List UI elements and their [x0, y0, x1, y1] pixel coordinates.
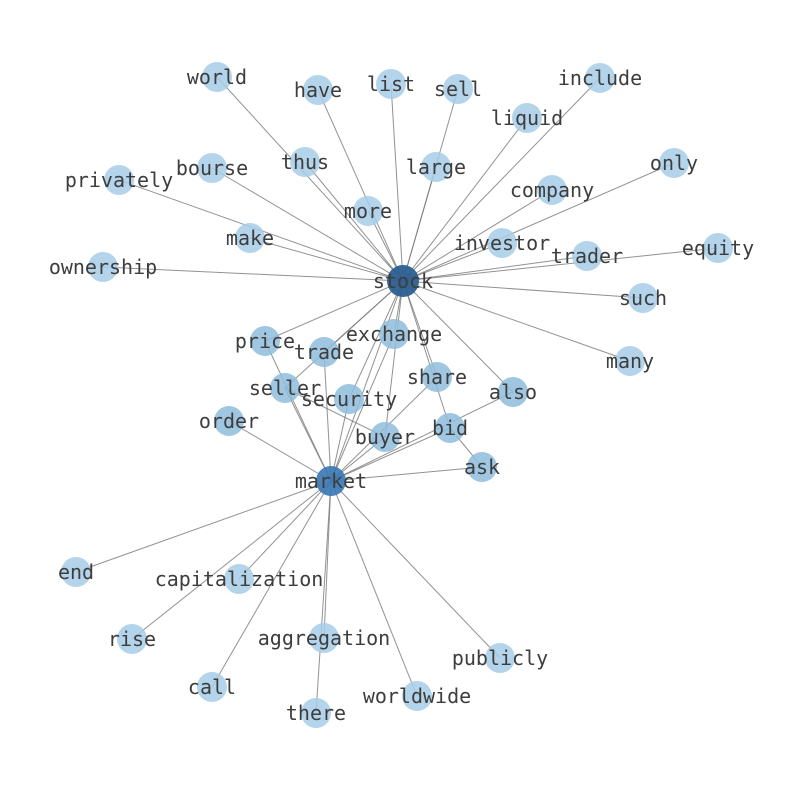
node-liquid — [512, 103, 542, 133]
edge-stock-seller — [284, 280, 404, 389]
node-privately — [104, 165, 134, 195]
edge-stock-equity — [402, 247, 719, 282]
edge-stock-make — [249, 237, 404, 282]
node-call — [197, 672, 227, 702]
node-stock — [387, 265, 419, 297]
edge-market-worldwide — [330, 480, 418, 697]
edge-stock-liquid — [402, 117, 528, 282]
edge-stock-such — [402, 280, 644, 299]
node-price — [250, 326, 280, 356]
node-publicly — [485, 643, 515, 673]
edge-stock-many — [402, 280, 631, 362]
edge-stock-include — [402, 77, 601, 282]
node-worldwide — [402, 681, 432, 711]
node-also — [498, 377, 528, 407]
edge-stock-market — [330, 280, 404, 482]
node-bourse — [197, 153, 227, 183]
edge-market-there — [315, 480, 332, 714]
node-large — [421, 152, 451, 182]
edge-stock-ownership — [102, 266, 404, 282]
node-investor — [487, 228, 517, 258]
edge-stock-price — [264, 280, 404, 342]
edge-market-rise — [131, 480, 332, 640]
node-bid — [435, 413, 465, 443]
node-layer — [61, 62, 733, 728]
node-exchange — [379, 319, 409, 349]
node-world — [202, 62, 232, 92]
edge-market-publicly — [330, 480, 501, 659]
edge-stock-list — [390, 83, 404, 282]
edge-market-order — [228, 420, 332, 482]
node-ask — [467, 452, 497, 482]
edge-stock-buyer — [384, 280, 404, 438]
edge-stock-bourse — [211, 167, 404, 282]
node-list — [376, 69, 406, 99]
node-rise — [117, 624, 147, 654]
edge-stock-also — [402, 280, 514, 393]
edge-market-also — [330, 391, 514, 482]
node-thus — [290, 147, 320, 177]
edge-market-end — [75, 480, 332, 573]
node-such — [628, 283, 658, 313]
node-order — [214, 406, 244, 436]
node-aggregation — [309, 623, 339, 653]
edge-stock-world — [216, 76, 404, 282]
edge-seller-buyer — [284, 387, 386, 438]
node-company — [537, 175, 567, 205]
node-buyer — [370, 422, 400, 452]
node-seller — [270, 373, 300, 403]
edge-stock-only — [402, 162, 675, 282]
node-market — [316, 466, 346, 496]
edge-market-trade — [323, 351, 332, 482]
node-have — [303, 75, 333, 105]
node-trader — [572, 241, 602, 271]
node-sell — [443, 74, 473, 104]
edge-stock-large — [402, 166, 437, 282]
edge-stock-have — [317, 89, 404, 282]
edge-stock-investor — [402, 242, 503, 282]
node-include — [585, 63, 615, 93]
edge-market-capitalization — [238, 480, 332, 580]
node-trade — [309, 337, 339, 367]
edge-stock-company — [402, 189, 553, 282]
node-only — [659, 148, 689, 178]
edge-market-call — [211, 480, 332, 688]
edge-stock-share — [402, 280, 438, 378]
node-capitalization — [224, 564, 254, 594]
node-security — [334, 384, 364, 414]
edge-market-bid — [330, 427, 451, 482]
edge-market-seller — [284, 387, 332, 482]
node-many — [615, 346, 645, 376]
edge-market-aggregation — [323, 480, 332, 639]
node-make — [235, 223, 265, 253]
edge-layer — [75, 76, 719, 714]
node-equity — [703, 233, 733, 263]
edge-stock-thus — [304, 161, 404, 282]
edge-stock-bid — [402, 280, 451, 429]
node-end — [61, 557, 91, 587]
edge-market-exchange — [330, 333, 395, 482]
node-more — [353, 196, 383, 226]
node-ownership — [88, 252, 118, 282]
node-share — [422, 362, 452, 392]
edge-stock-security — [348, 280, 404, 400]
node-there — [301, 698, 331, 728]
edge-market-ask — [330, 466, 483, 482]
edge-stock-trader — [402, 255, 588, 282]
